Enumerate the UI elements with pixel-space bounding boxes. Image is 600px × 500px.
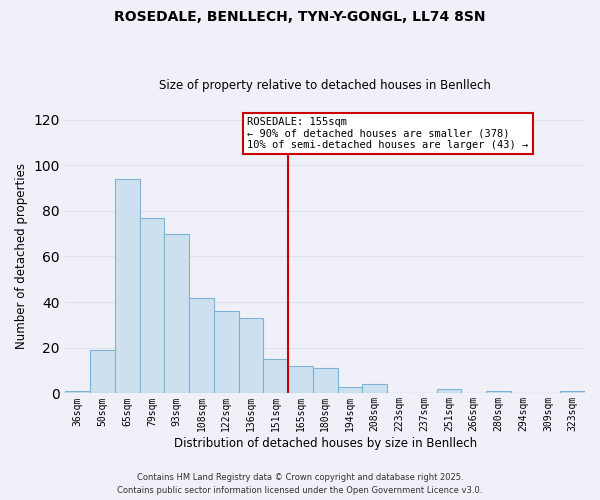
Bar: [338, 386, 362, 394]
Title: Size of property relative to detached houses in Benllech: Size of property relative to detached ho…: [160, 79, 491, 92]
Text: ROSEDALE, BENLLECH, TYN-Y-GONGL, LL74 8SN: ROSEDALE, BENLLECH, TYN-Y-GONGL, LL74 8S…: [114, 10, 486, 24]
Y-axis label: Number of detached properties: Number of detached properties: [15, 164, 28, 350]
Bar: [288, 366, 313, 394]
Bar: [560, 391, 585, 394]
Bar: [65, 391, 90, 394]
Bar: [437, 389, 461, 394]
Bar: [140, 218, 164, 394]
Bar: [313, 368, 338, 394]
X-axis label: Distribution of detached houses by size in Benllech: Distribution of detached houses by size …: [173, 437, 477, 450]
Text: ROSEDALE: 155sqm
← 90% of detached houses are smaller (378)
10% of semi-detached: ROSEDALE: 155sqm ← 90% of detached house…: [247, 117, 529, 150]
Bar: [362, 384, 387, 394]
Bar: [486, 391, 511, 394]
Bar: [239, 318, 263, 394]
Bar: [263, 359, 288, 394]
Text: Contains HM Land Registry data © Crown copyright and database right 2025.
Contai: Contains HM Land Registry data © Crown c…: [118, 474, 482, 495]
Bar: [90, 350, 115, 394]
Bar: [214, 312, 239, 394]
Bar: [164, 234, 189, 394]
Bar: [115, 179, 140, 394]
Bar: [189, 298, 214, 394]
